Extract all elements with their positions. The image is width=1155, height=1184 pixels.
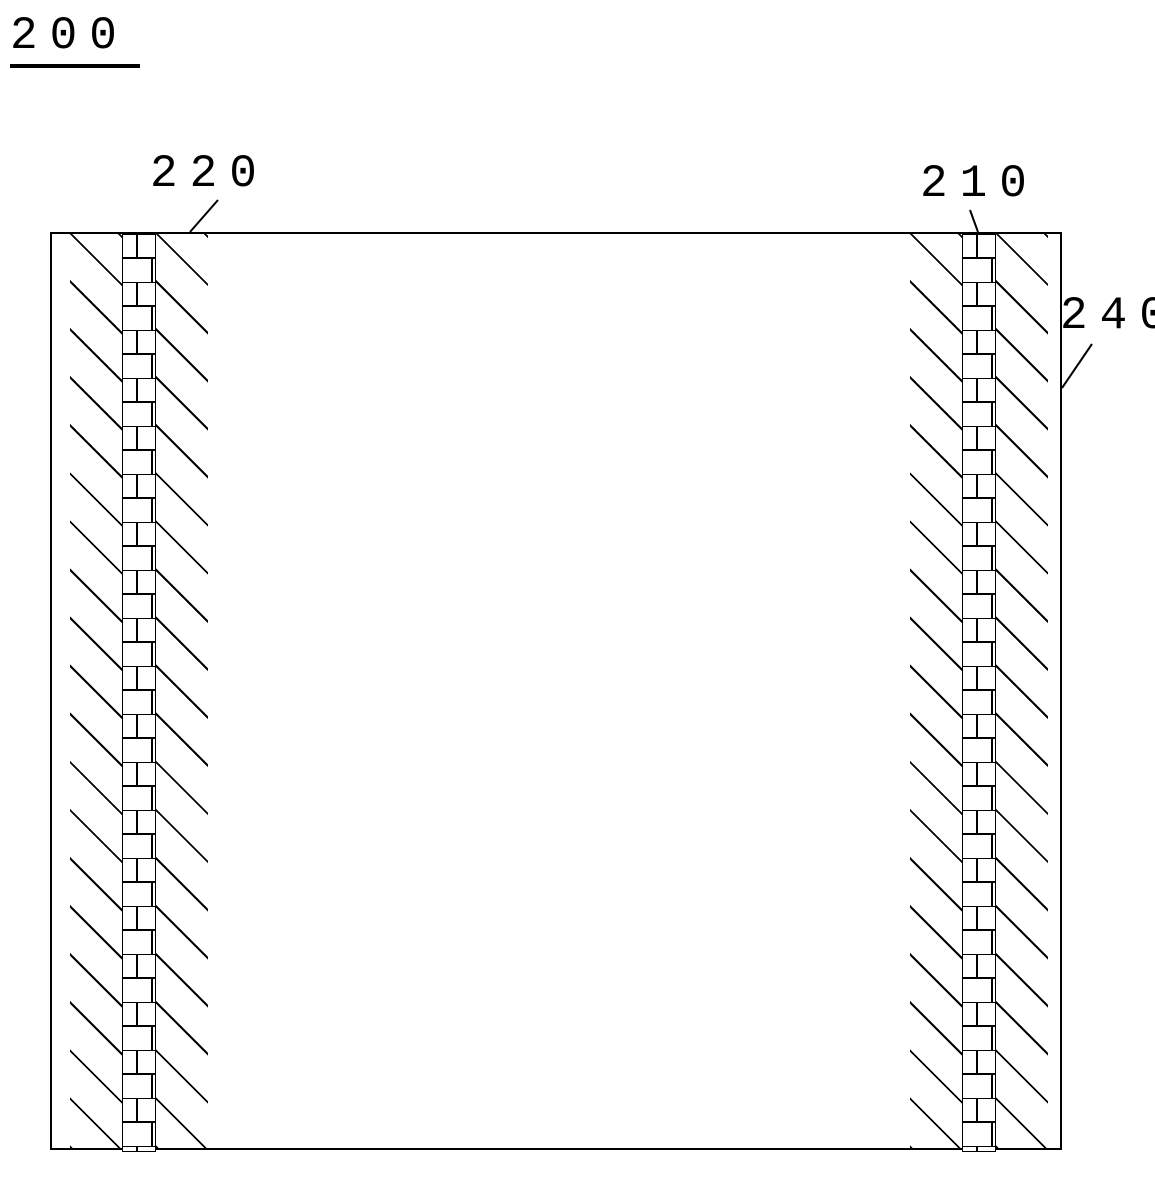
brick-right [962,234,996,1148]
callout-240: 240 [1060,290,1155,342]
assembly-label-underline [10,64,140,68]
hatch-inner-left [156,234,208,1148]
callout-220: 220 [150,148,269,200]
hatch-outer-right [996,234,1048,1148]
callout-210: 210 [920,158,1039,210]
brick-left [122,234,156,1148]
hatch-outer-left [70,234,122,1148]
assembly-label: 200 [10,10,129,62]
cross-section-box [50,232,1062,1150]
hatch-inner-right [910,234,962,1148]
diagram-canvas: 200 220 210 240 [0,0,1155,1184]
